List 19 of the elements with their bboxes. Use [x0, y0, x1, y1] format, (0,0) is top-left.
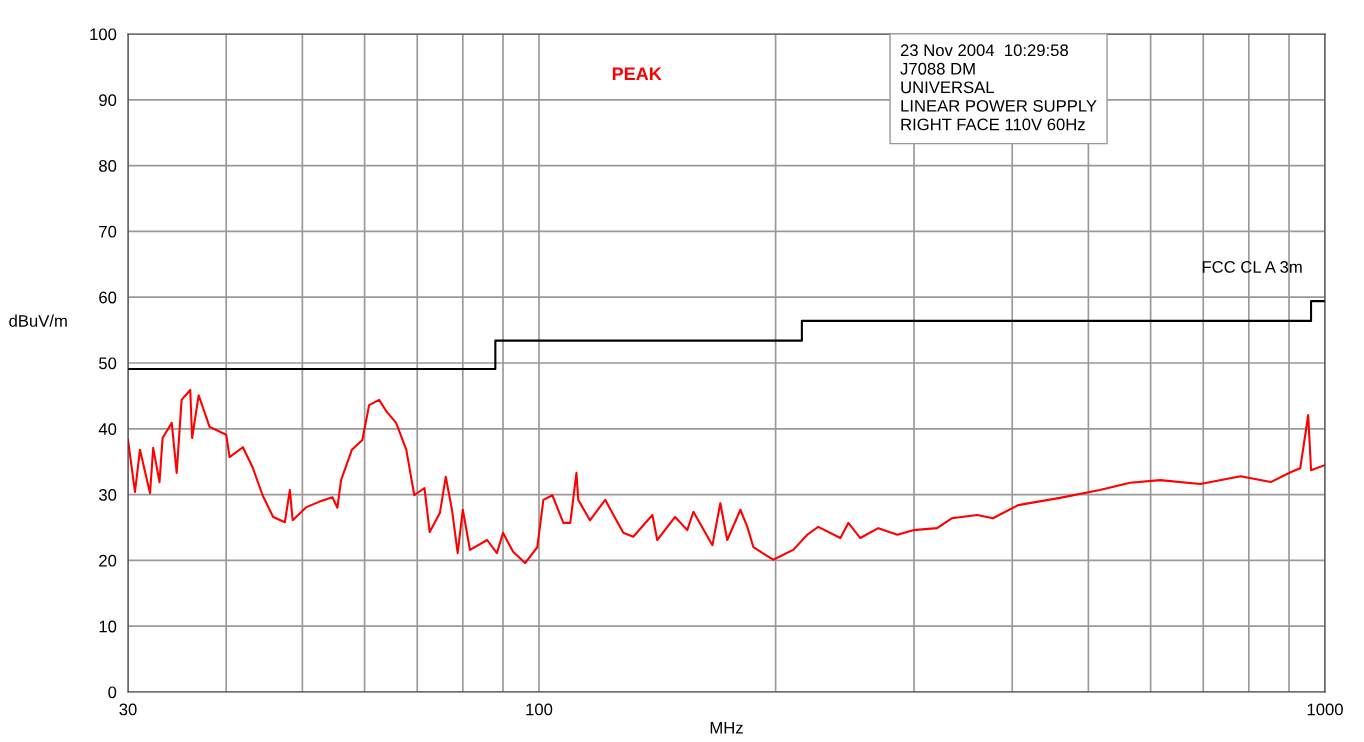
y-tick-label: 100 [90, 28, 117, 41]
y-tick-label: 30 [98, 489, 117, 501]
y-tick-label: 0 [108, 686, 117, 699]
y-tick-label: 50 [99, 357, 117, 370]
y-axis-title: dBuV/m [9, 314, 67, 327]
annotation: 23 Nov 2004 10:29:58 J7088 DM UNIVERSAL LINEAR POWER SUPPLY RIGHT FACE 110V 60Hz [900, 44, 1097, 131]
y-tick-label: 90 [99, 94, 117, 106]
series-label: FCC CL A 3m [1202, 261, 1302, 273]
x-tick-label: 30 [119, 703, 137, 716]
x-tick-label: 100 [526, 703, 553, 716]
y-tick-label: 70 [99, 225, 117, 238]
y-tick-label: 80 [99, 160, 117, 172]
x-tick-label: 1000 [1307, 703, 1343, 716]
y-tick-label: 40 [98, 423, 117, 435]
x-axis-title: MHz [710, 722, 743, 734]
y-tick-label: 20 [99, 554, 117, 567]
annotation: PEAK [612, 67, 662, 80]
y-tick-label: 10 [99, 620, 117, 633]
y-tick-label: 60 [99, 291, 117, 304]
